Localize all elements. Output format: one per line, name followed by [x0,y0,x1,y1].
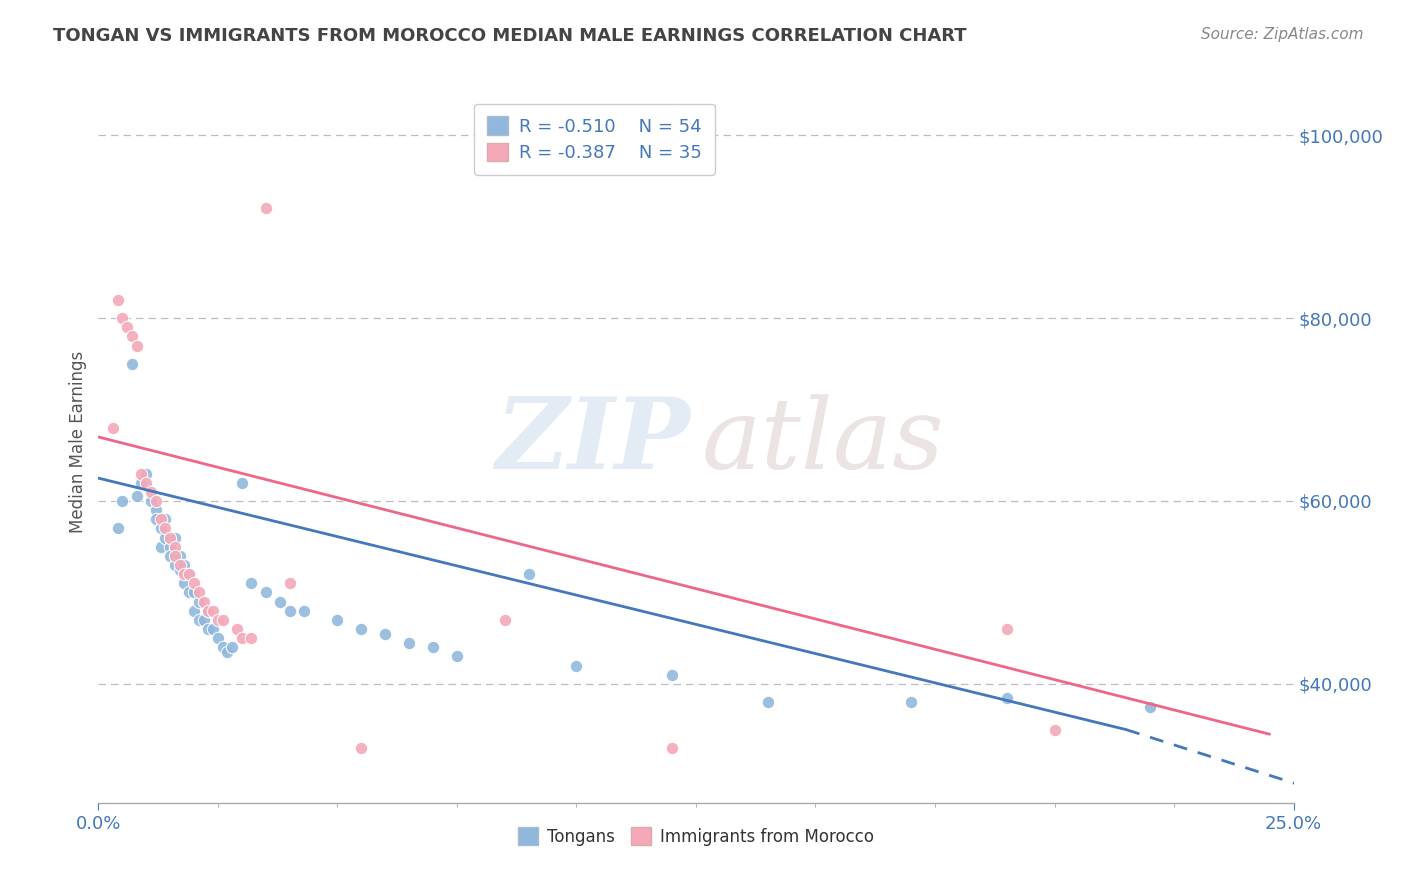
Point [121,329,143,343]
Point [131,467,153,481]
Point [107,521,129,535]
Point [159,549,181,563]
Point [517,567,540,582]
Point [163,540,186,554]
Point [661,740,683,755]
Point [173,558,195,572]
Point [995,622,1018,636]
Point [145,503,167,517]
Point [139,484,162,499]
Point [183,585,205,599]
Text: Source: ZipAtlas.com: Source: ZipAtlas.com [1201,27,1364,42]
Point [111,494,134,508]
Point [183,576,205,591]
Point [1139,699,1161,714]
Point [179,567,201,582]
Point [197,604,219,618]
Point [211,640,233,655]
Point [1043,723,1066,737]
Point [125,490,148,504]
Point [125,338,148,352]
Point [121,357,143,371]
Point [269,594,291,608]
Point [163,531,186,545]
Point [207,613,229,627]
Point [207,631,229,645]
Y-axis label: Median Male Earnings: Median Male Earnings [69,351,87,533]
Point [197,604,219,618]
Point [565,658,588,673]
Point [292,604,315,618]
Point [254,585,277,599]
Point [221,640,243,655]
Point [115,320,138,334]
Point [202,622,225,636]
Point [187,585,209,599]
Point [179,585,201,599]
Point [398,636,420,650]
Point [231,475,253,490]
Point [446,649,468,664]
Point [155,531,177,545]
Point [211,613,233,627]
Text: TONGAN VS IMMIGRANTS FROM MOROCCO MEDIAN MALE EARNINGS CORRELATION CHART: TONGAN VS IMMIGRANTS FROM MOROCCO MEDIAN… [53,27,967,45]
Point [101,421,124,435]
Point [135,475,157,490]
Point [135,467,157,481]
Legend: Tongans, Immigrants from Morocco: Tongans, Immigrants from Morocco [512,821,880,852]
Point [163,549,186,563]
Point [193,613,215,627]
Point [169,549,191,563]
Point [159,540,181,554]
Point [149,521,172,535]
Point [169,558,191,572]
Point [756,695,779,709]
Text: atlas: atlas [702,394,945,489]
Point [374,626,396,640]
Point [155,521,177,535]
Point [149,540,172,554]
Point [217,645,239,659]
Point [163,558,186,572]
Point [350,740,373,755]
Point [422,640,444,655]
Point [661,667,683,681]
Point [145,512,167,526]
Point [131,475,153,490]
Point [995,690,1018,705]
Point [179,567,201,582]
Text: ZIP: ZIP [495,393,690,490]
Point [254,202,277,216]
Point [202,604,225,618]
Point [326,613,349,627]
Point [107,293,129,307]
Point [240,631,263,645]
Point [169,563,191,577]
Point [226,622,249,636]
Point [900,695,922,709]
Point [350,622,373,636]
Point [145,494,167,508]
Point [111,311,134,326]
Point [159,531,181,545]
Point [187,594,209,608]
Point [278,576,301,591]
Point [494,613,516,627]
Point [139,494,162,508]
Point [173,567,195,582]
Point [240,576,263,591]
Point [173,576,195,591]
Point [187,613,209,627]
Point [231,631,253,645]
Point [197,622,219,636]
Point [278,604,301,618]
Point [149,512,172,526]
Point [183,604,205,618]
Point [155,512,177,526]
Point [193,594,215,608]
